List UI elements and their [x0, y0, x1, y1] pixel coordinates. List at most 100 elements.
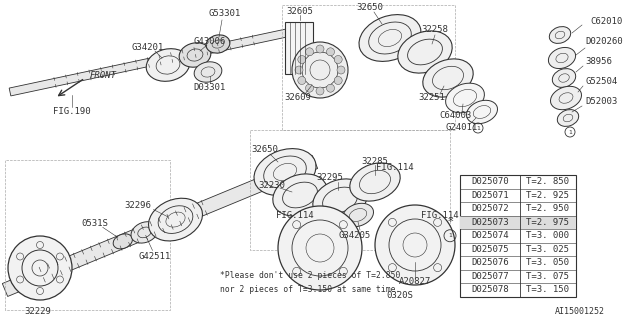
Text: G43006: G43006 [194, 37, 226, 46]
Ellipse shape [179, 43, 211, 67]
Text: 0320S: 0320S [387, 292, 413, 300]
Text: D025072: D025072 [471, 204, 509, 213]
Text: FRONT: FRONT [90, 71, 117, 81]
Text: T=3. 050: T=3. 050 [527, 258, 570, 267]
Ellipse shape [467, 100, 497, 124]
Ellipse shape [298, 76, 306, 84]
Bar [460, 175, 576, 297]
Text: D025077: D025077 [471, 272, 509, 281]
Ellipse shape [350, 163, 400, 201]
Text: nor 2 pieces of T=3.150 at same time.: nor 2 pieces of T=3.150 at same time. [220, 284, 401, 293]
Text: G53301: G53301 [209, 10, 241, 19]
Text: C62010: C62010 [590, 18, 622, 27]
Text: D03301: D03301 [194, 84, 226, 92]
Text: T=3. 025: T=3. 025 [527, 245, 570, 254]
Text: T=2. 850: T=2. 850 [527, 177, 570, 186]
Ellipse shape [334, 76, 342, 84]
Ellipse shape [375, 205, 455, 285]
Ellipse shape [398, 31, 452, 73]
Text: D020260: D020260 [585, 37, 623, 46]
Ellipse shape [359, 15, 421, 61]
Text: T=2. 975: T=2. 975 [527, 218, 570, 227]
Text: D025070: D025070 [471, 177, 509, 186]
Text: D025074: D025074 [471, 231, 509, 240]
Text: 1: 1 [568, 130, 572, 134]
Text: 32650: 32650 [252, 146, 278, 155]
Text: 1: 1 [448, 233, 452, 238]
Ellipse shape [326, 84, 335, 92]
Text: C64003: C64003 [439, 110, 471, 119]
Text: 32251: 32251 [419, 93, 445, 102]
Text: D025078: D025078 [471, 285, 509, 294]
Text: T=2. 950: T=2. 950 [527, 204, 570, 213]
Ellipse shape [342, 203, 374, 227]
Text: 32605: 32605 [287, 7, 314, 17]
Text: D025071: D025071 [471, 191, 509, 200]
Ellipse shape [295, 66, 303, 74]
Ellipse shape [334, 55, 342, 63]
Text: 1: 1 [476, 125, 480, 131]
Text: 32285: 32285 [362, 157, 388, 166]
Ellipse shape [316, 87, 324, 95]
Ellipse shape [254, 148, 316, 196]
Text: D025076: D025076 [471, 258, 509, 267]
Text: D025073: D025073 [471, 218, 509, 227]
Ellipse shape [298, 55, 306, 63]
Ellipse shape [273, 174, 327, 216]
Text: A20827: A20827 [399, 277, 431, 286]
Text: 32609: 32609 [285, 93, 312, 102]
Text: T=3. 000: T=3. 000 [527, 231, 570, 240]
Text: *Please don't use 2 pieces of T=2.850: *Please don't use 2 pieces of T=2.850 [220, 271, 401, 281]
Text: 32258: 32258 [422, 26, 449, 35]
Text: G52504: G52504 [585, 77, 617, 86]
Ellipse shape [131, 222, 158, 243]
Text: T=2. 925: T=2. 925 [527, 191, 570, 200]
Ellipse shape [148, 198, 202, 241]
Bar [285, 22, 313, 74]
Ellipse shape [305, 48, 314, 56]
Polygon shape [9, 24, 311, 96]
Text: 38956: 38956 [585, 58, 612, 67]
Ellipse shape [146, 49, 190, 81]
Ellipse shape [292, 42, 348, 98]
Ellipse shape [194, 62, 222, 82]
Text: 32230: 32230 [259, 180, 285, 189]
Text: G24011: G24011 [446, 124, 478, 132]
Text: 32650: 32650 [356, 4, 383, 12]
Text: G42511: G42511 [138, 252, 171, 261]
Ellipse shape [549, 27, 571, 44]
Ellipse shape [557, 109, 579, 126]
Text: 32296: 32296 [124, 201, 151, 210]
Text: FIG.114: FIG.114 [276, 211, 314, 220]
Ellipse shape [313, 179, 367, 221]
Text: FIG.114: FIG.114 [421, 211, 459, 220]
Ellipse shape [337, 66, 345, 74]
Ellipse shape [423, 59, 473, 97]
Text: AI15001252: AI15001252 [555, 308, 605, 316]
Ellipse shape [445, 83, 484, 113]
Ellipse shape [113, 234, 132, 249]
Text: 32229: 32229 [24, 308, 51, 316]
Text: T=3. 150: T=3. 150 [527, 285, 570, 294]
Text: T=3. 075: T=3. 075 [527, 272, 570, 281]
Polygon shape [3, 156, 317, 296]
Ellipse shape [278, 206, 362, 290]
Ellipse shape [548, 47, 575, 68]
Ellipse shape [326, 48, 335, 56]
Ellipse shape [8, 236, 72, 300]
Text: D025075: D025075 [471, 245, 509, 254]
Text: FIG.190: FIG.190 [53, 108, 91, 116]
Ellipse shape [316, 45, 324, 53]
Text: G34205: G34205 [339, 230, 371, 239]
Text: 32295: 32295 [317, 173, 344, 182]
Text: D52003: D52003 [585, 98, 617, 107]
Ellipse shape [305, 84, 314, 92]
Text: 0531S: 0531S [81, 219, 108, 228]
Text: FIG.114: FIG.114 [376, 164, 414, 172]
Ellipse shape [206, 35, 230, 53]
Bar [460, 215, 576, 229]
Ellipse shape [552, 68, 576, 87]
Text: G34201: G34201 [132, 43, 164, 52]
Ellipse shape [550, 86, 582, 110]
Text: *: * [447, 217, 453, 227]
